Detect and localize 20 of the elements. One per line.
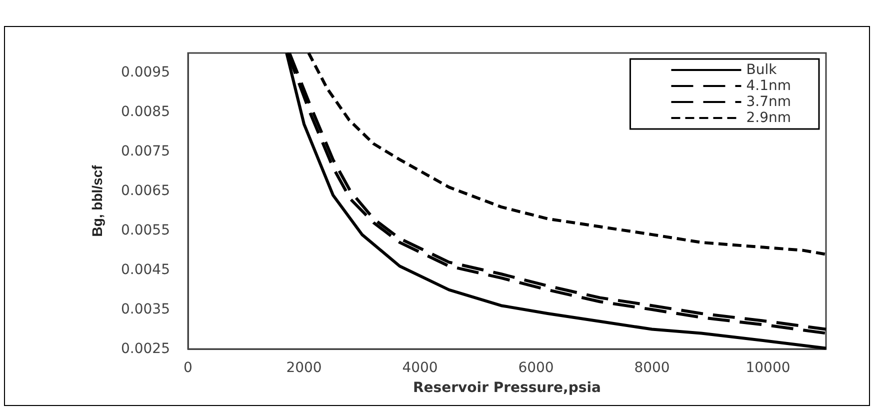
x-tick-label: 0 [184, 360, 192, 376]
x-tick-label: 10000 [746, 360, 790, 376]
x-tick-label: 6000 [518, 360, 554, 376]
x-tick-label: 4000 [402, 360, 438, 376]
y-tick-label: 0.0025 [121, 341, 170, 357]
y-tick-label: 0.0085 [121, 104, 170, 120]
y-tick-label: 0.0035 [121, 302, 170, 318]
legend-label: 2.9nm [746, 110, 792, 126]
y-tick-label: 0.0075 [121, 144, 170, 160]
y-axis-title: Bg, bbl/scf [89, 164, 105, 237]
y-tick-label: 0.0055 [121, 222, 170, 239]
y-tick-label: 0.0045 [121, 262, 170, 278]
x-tick-label: 8000 [634, 360, 670, 376]
legend-label: 3.7nm [746, 94, 792, 110]
x-axis-title: Reservoir Pressure,psia [413, 380, 601, 396]
legend-label: Bulk [746, 62, 778, 78]
x-tick-label: 2000 [286, 360, 322, 376]
y-tick-label: 0.0095 [121, 64, 170, 81]
y-tick-label: 0.0065 [121, 183, 170, 200]
legend-label: 4.1nm [746, 78, 792, 94]
